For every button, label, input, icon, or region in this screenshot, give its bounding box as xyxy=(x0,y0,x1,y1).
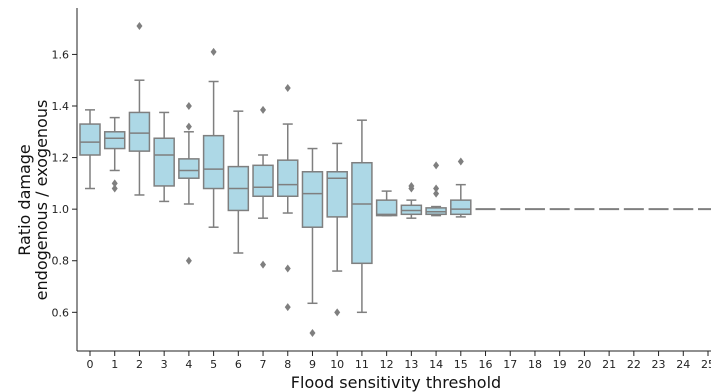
x-tick-label: 11 xyxy=(355,358,369,371)
x-tick-label: 22 xyxy=(627,358,641,371)
x-axis: 0 1 2 3 4 5 6 7 8 9 10 11 12 13 14 15 16 17 18 19 20 21 22 23 24… xyxy=(77,350,711,371)
box-group-13 xyxy=(400,181,423,219)
x-tick-label: 4 xyxy=(185,358,192,371)
iqr-box xyxy=(103,131,126,150)
y-tick-label: 0.8 xyxy=(52,255,70,268)
box-group-14 xyxy=(425,161,447,217)
y-axis: 0.6 0.8 1.0 1.2 1.4 1.6 xyxy=(52,8,78,351)
iqr-box xyxy=(277,159,299,198)
x-tick-label: 10 xyxy=(330,358,344,371)
box-group-4 xyxy=(178,102,200,265)
x-tick-label: 9 xyxy=(309,358,316,371)
x-tick-label: 3 xyxy=(161,358,168,371)
x-tick-label: 1 xyxy=(111,358,118,371)
outlier-point xyxy=(185,122,192,131)
x-tick-label: 8 xyxy=(284,358,291,371)
x-tick-label: 23 xyxy=(652,358,666,371)
x-tick-label: 20 xyxy=(577,358,591,371)
box-group-15 xyxy=(450,157,472,218)
y-axis-title-line-2: endogenous / exogenous xyxy=(32,100,51,301)
outlier-point xyxy=(433,189,440,198)
plot-area xyxy=(79,22,711,337)
x-axis-title: Flood sensitivity threshold xyxy=(291,373,501,392)
box-group-7 xyxy=(252,105,274,269)
outlier-point xyxy=(284,303,291,312)
box-group-3 xyxy=(153,111,175,203)
iqr-box xyxy=(326,171,348,218)
iqr-box xyxy=(79,123,101,156)
box-group-12 xyxy=(375,190,398,217)
box-group-8 xyxy=(277,83,299,312)
y-axis-title-line-1: Ratio damage xyxy=(15,144,34,256)
iqr-box xyxy=(375,199,398,217)
box-group-6 xyxy=(227,110,250,254)
iqr-box xyxy=(178,158,200,179)
x-tick-label: 18 xyxy=(528,358,542,371)
box-group-5 xyxy=(202,47,225,228)
outlier-point xyxy=(284,264,291,273)
outlier-point xyxy=(260,105,267,114)
outlier-point xyxy=(433,161,440,170)
x-tick-label: 13 xyxy=(404,358,418,371)
outlier-point xyxy=(260,260,267,269)
x-tick-label: 6 xyxy=(235,358,242,371)
outlier-point xyxy=(210,47,217,56)
iqr-box xyxy=(450,199,472,216)
x-tick-label: 2 xyxy=(136,358,143,371)
outlier-point xyxy=(136,22,143,31)
x-tick-label: 24 xyxy=(676,358,690,371)
y-tick-label: 1.0 xyxy=(52,203,70,216)
box-group-1 xyxy=(103,116,126,193)
outlier-point xyxy=(433,184,440,193)
x-tick-label: 19 xyxy=(553,358,567,371)
x-tick-label: 17 xyxy=(503,358,517,371)
outlier-point xyxy=(334,308,341,317)
x-tick-label: 15 xyxy=(454,358,468,371)
x-tick-label: 0 xyxy=(87,358,94,371)
outlier-point xyxy=(309,328,316,337)
x-tick-label: 21 xyxy=(602,358,616,371)
box-group-2 xyxy=(128,22,151,196)
outlier-point xyxy=(111,179,118,188)
iqr-box xyxy=(351,161,373,265)
iqr-box xyxy=(202,134,225,190)
box-group-10 xyxy=(326,142,348,317)
outlier-point xyxy=(284,83,291,92)
outlier-point xyxy=(408,181,415,190)
x-tick-label: 14 xyxy=(429,358,443,371)
outlier-point xyxy=(185,102,192,110)
iqr-box xyxy=(128,111,151,152)
outlier-point xyxy=(185,256,192,265)
x-tick-label: 5 xyxy=(210,358,217,371)
outlier-point xyxy=(111,184,118,193)
x-tick-label: 16 xyxy=(479,358,493,371)
iqr-box xyxy=(301,171,324,228)
box-group-11 xyxy=(351,119,373,314)
x-tick-label: 25 xyxy=(701,358,711,371)
y-tick-label: 1.2 xyxy=(52,152,70,165)
x-tick-label: 7 xyxy=(260,358,267,371)
y-tick-label: 0.6 xyxy=(52,306,70,319)
y-tick-label: 1.4 xyxy=(52,100,70,113)
y-tick-label: 1.6 xyxy=(52,48,70,61)
iqr-box xyxy=(252,164,274,198)
x-tick-label: 12 xyxy=(380,358,394,371)
box-group-0 xyxy=(79,109,101,190)
iqr-box xyxy=(153,137,175,187)
box-group-9 xyxy=(301,147,324,337)
outlier-point xyxy=(457,157,464,166)
